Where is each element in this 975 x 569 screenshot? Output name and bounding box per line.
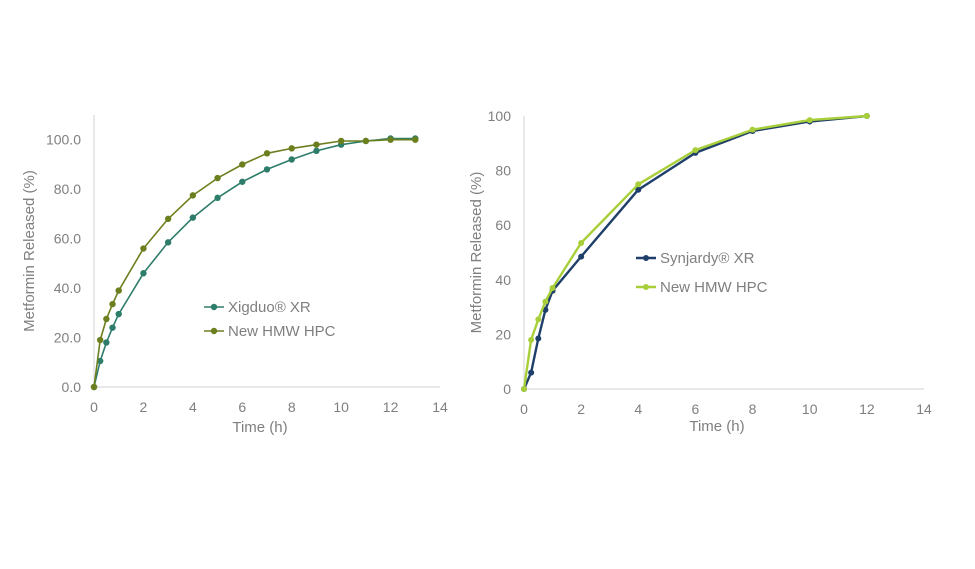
legend-entry: Xigduo® XR [204,299,311,316]
x-tick-label: 14 [916,401,932,417]
series-2 [90,136,419,391]
data-point [635,181,642,188]
x-tick-label: 10 [333,399,349,415]
chart-1: 0 2 4 6 8 10 12 14 0.0 20.0 40.0 60.0 80.0 100.0 Time … [21,115,448,436]
data-point [528,369,535,376]
legend-entry: New HMW HPC [636,279,768,296]
legend-swatch-marker [643,284,649,290]
data-point [164,215,172,223]
data-point [387,136,394,143]
y-tick-label: 0 [503,381,511,397]
x-tick-label: 12 [859,401,875,417]
y-tick-label: 60.0 [54,231,81,247]
data-point [115,310,122,318]
x-tick-label: 6 [692,401,700,417]
y-tick-label: 100.0 [46,132,81,148]
data-point [528,336,535,343]
legend-label: New HMW HPC [228,323,336,340]
x-tick-label: 6 [238,399,246,415]
y-tick-label: 20.0 [54,330,81,346]
x-tick-label: 14 [432,399,448,415]
data-point [96,336,104,344]
y-tick-label: 40.0 [54,280,81,296]
data-point [806,117,813,124]
data-point [164,239,172,246]
data-point [109,300,116,308]
data-point [263,166,271,173]
x-axis-title: Time (h) [232,419,287,436]
y-tick-label: 0.0 [62,379,82,395]
y-axis-title: Metformin Released (%) [21,170,38,332]
data-point [535,316,542,323]
data-point [115,287,122,294]
data-point [521,386,527,392]
data-point [288,156,295,163]
y-tick-label: 100 [488,108,512,124]
x-tick-label: 4 [634,401,642,417]
x-tick-label: 0 [520,401,528,417]
chart-2: 0 2 4 6 8 10 12 14 0 20 40 60 80 100 Time (h) Metformin… [468,108,932,435]
y-tick-label: 40 [495,272,511,288]
x-tick-label: 2 [140,399,148,415]
data-point [90,383,98,391]
y-tick-label: 80.0 [54,181,81,197]
x-tick-label: 10 [802,401,818,417]
series-2 [521,113,870,392]
data-point [140,270,147,277]
data-point [578,253,585,260]
data-point [103,315,110,323]
x-tick-label: 8 [288,399,296,415]
data-point [549,284,556,291]
data-point [239,161,246,168]
data-point [96,357,104,365]
data-point [635,186,642,193]
data-point [337,137,345,145]
x-tick-label: 12 [383,399,399,415]
legend-entry: Synjardy® XR [636,250,755,267]
data-point [313,147,320,155]
y-tick-label: 20 [495,326,511,342]
series-line [93,138,416,388]
data-point [103,339,110,346]
legend-entry: New HMW HPC [204,323,336,340]
data-point [214,194,221,202]
x-tick-label: 2 [577,401,585,417]
data-point [189,214,197,221]
x-tick-label: 8 [749,401,757,417]
legend-swatch-marker [210,303,218,311]
data-point [239,178,246,185]
data-point [313,141,320,148]
series-line [93,137,416,388]
data-point [288,145,295,152]
data-point [863,113,870,119]
data-point [692,147,699,154]
data-point [140,245,147,252]
data-point [412,136,419,143]
series-1 [90,135,419,391]
y-tick-label: 60 [495,217,511,233]
data-point [578,239,585,246]
y-tick-label: 80 [495,163,511,179]
legend-swatch-marker [210,327,218,335]
data-point [749,126,756,133]
x-tick-label: 0 [90,399,98,415]
data-point [535,335,542,342]
legend-label: New HMW HPC [660,279,768,296]
legend-label: Xigduo® XR [228,299,311,316]
data-point [542,298,549,305]
legend-label: Synjardy® XR [660,250,755,267]
x-axis-title: Time (h) [689,418,744,435]
data-point [189,192,197,199]
legend-swatch-marker [643,255,649,261]
data-point [362,137,370,145]
data-point [109,324,116,331]
data-point [214,174,221,182]
x-tick-label: 4 [189,399,197,415]
y-axis-title: Metformin Released (%) [468,172,485,334]
data-point [263,150,271,157]
